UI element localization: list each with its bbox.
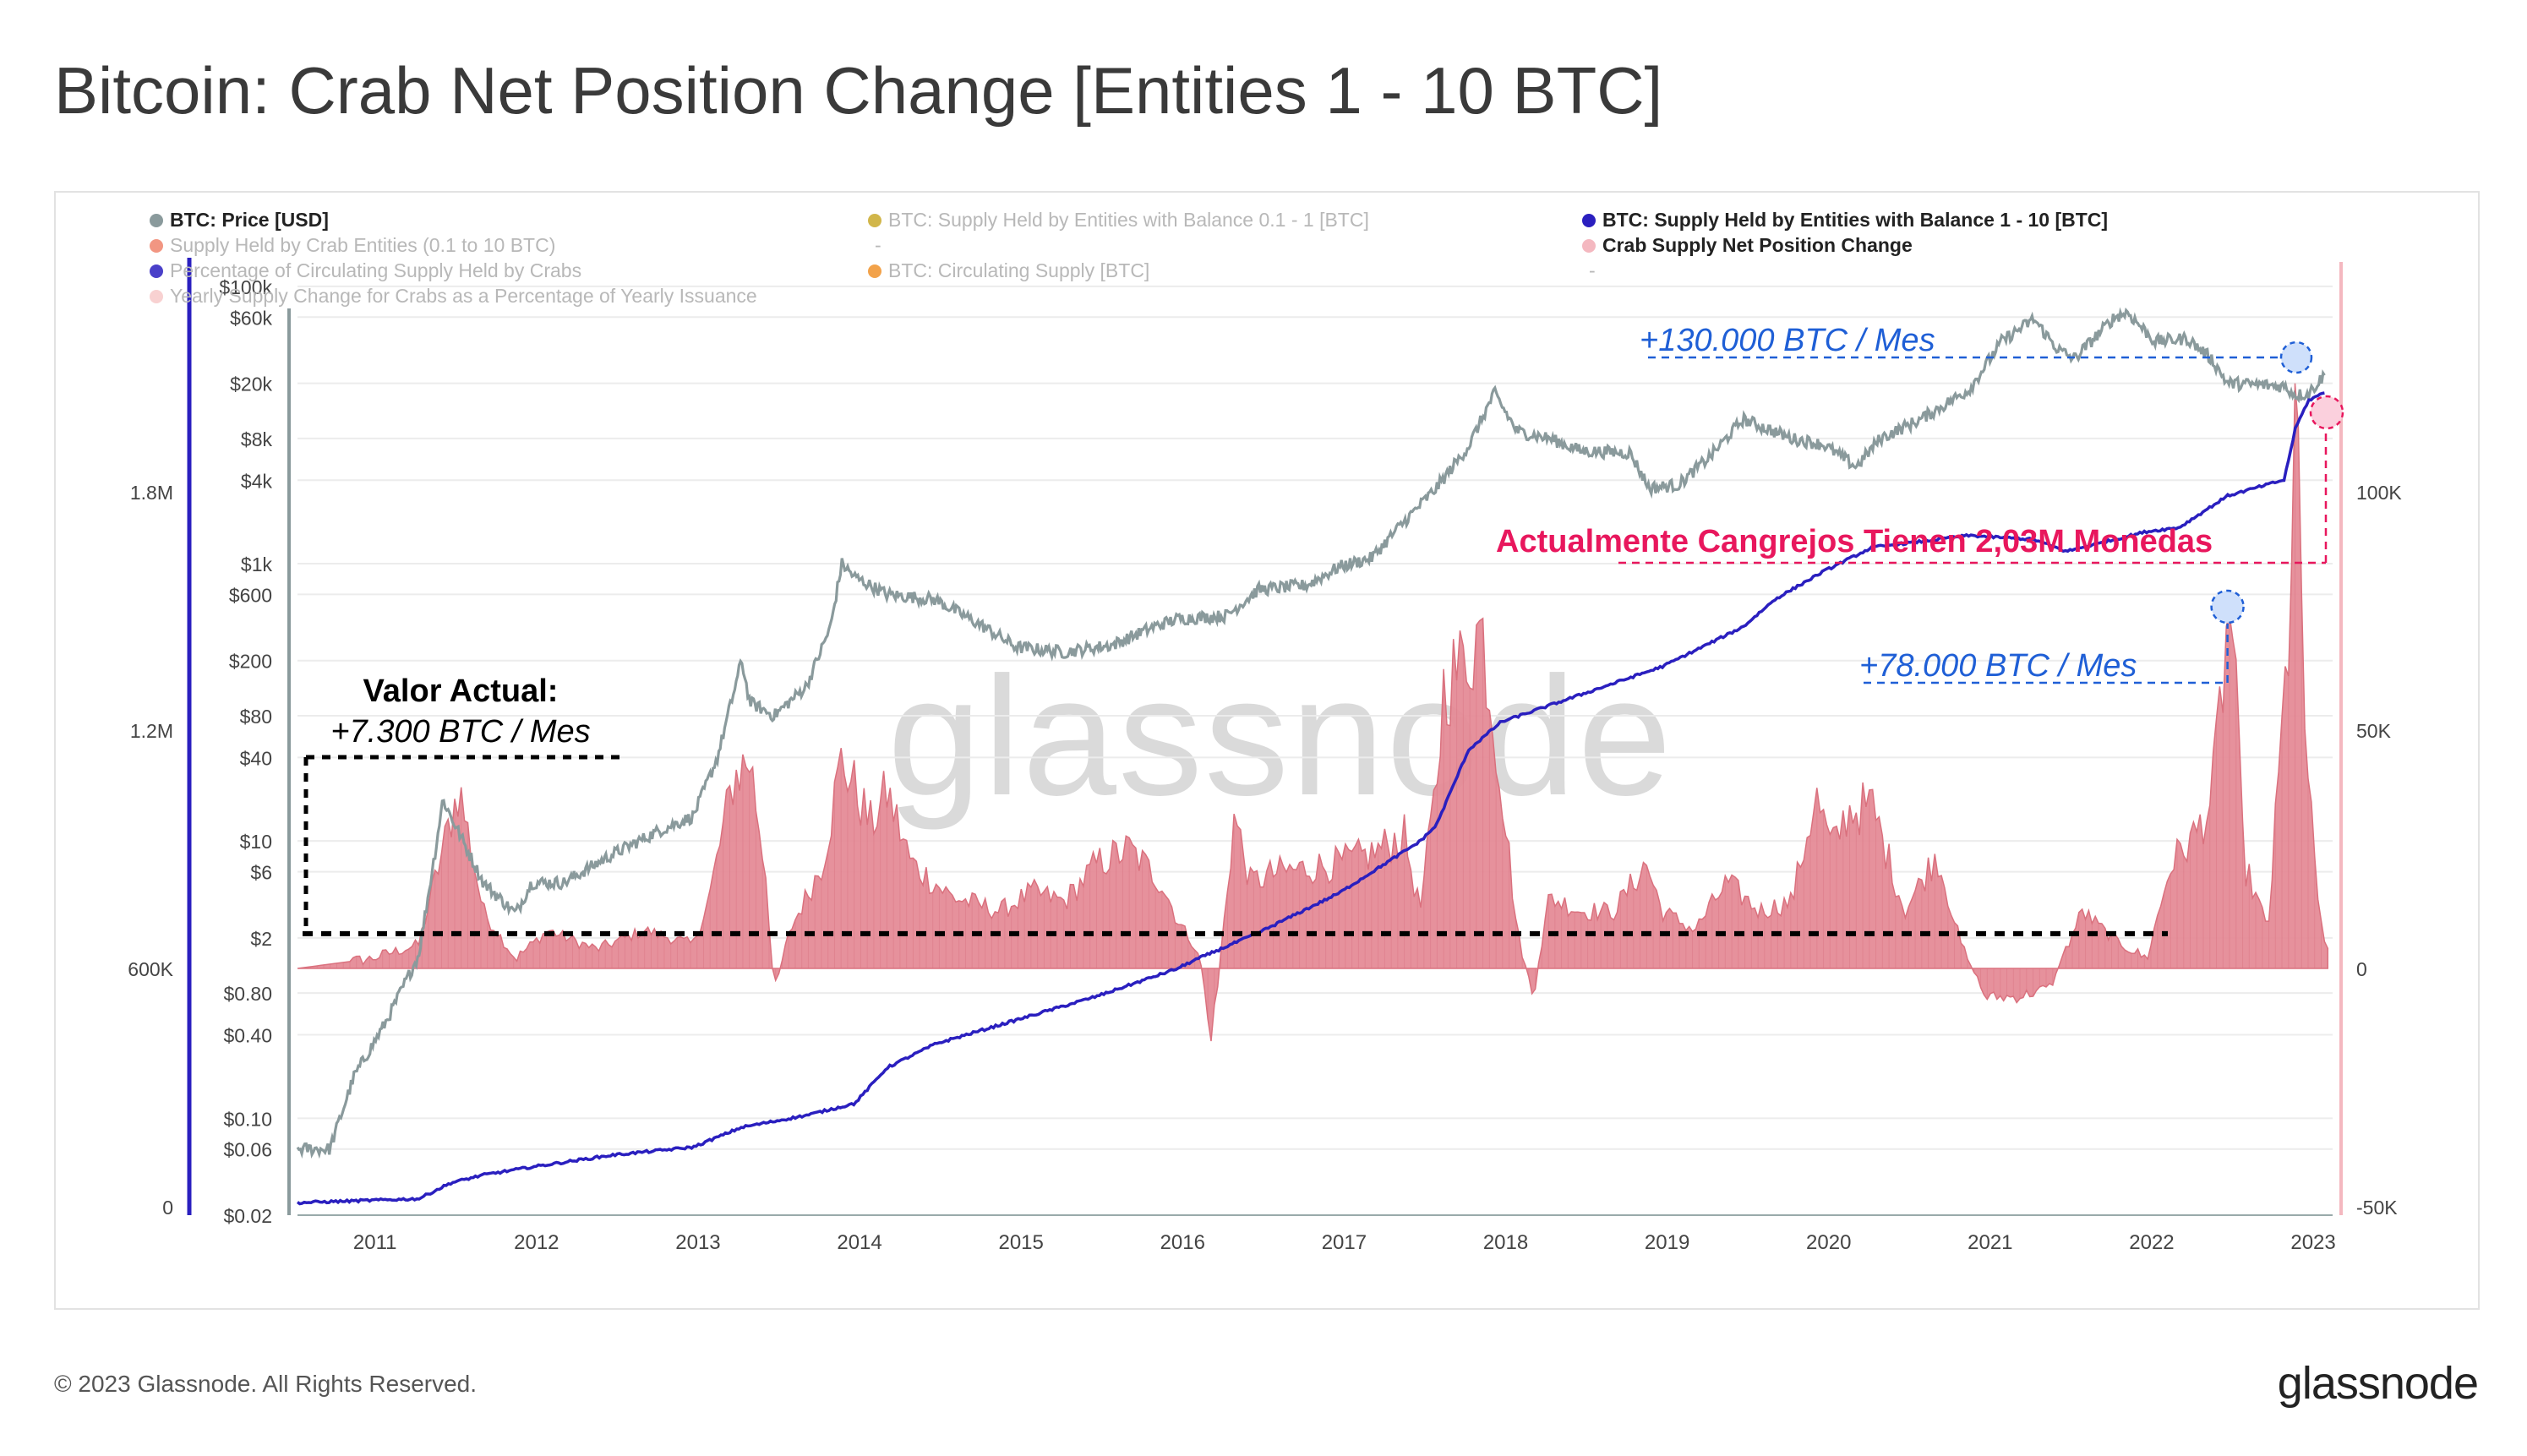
legend-label: - [875,234,881,256]
annotation-130k-text: +130.000 BTC / Mes [1640,323,1935,358]
legend-label: BTC: Supply Held by Entities with Balanc… [1602,209,2108,231]
x-tick-label: 2023 [2290,1231,2335,1254]
x-tick-label: 2013 [675,1231,720,1254]
net-change-bars [303,383,2328,1019]
annotation-130k-marker [2279,341,2313,374]
legend-label: Supply Held by Crab Entities (0.1 to 10 … [170,234,555,256]
x-tick-label: 2012 [514,1231,559,1254]
price-tick-label: $0.40 [223,1025,272,1047]
price-tick-label: $10 [240,831,272,853]
supply-tick-label: 1.2M [130,720,173,742]
annotations: Valor Actual: +7.300 BTC / Mes +130.000 BT… [303,323,2344,936]
net-tick-label: -50K [2356,1197,2398,1219]
legend-entry[interactable]: Supply Held by Crab Entities (0.1 to 10 … [150,234,555,256]
legend-label: BTC: Price [USD] [170,209,329,231]
price-tick-label: $0.06 [223,1139,272,1161]
price-tick-label: $2 [250,928,272,950]
price-tick-label: $80 [240,706,272,728]
chart-frame [54,191,2480,1310]
legend-swatch [150,290,163,303]
legend-entry[interactable]: Crab Supply Net Position Change [1582,234,1913,256]
x-tick-label: 2018 [1483,1231,1528,1254]
legend-label: Yearly Supply Change for Crabs as a Perc… [170,285,757,307]
legend-entry[interactable]: BTC: Supply Held by Entities with Balanc… [1582,209,2108,231]
net-change-area [297,383,2329,1042]
supply-tick-label: 0 [162,1197,173,1219]
annotation-78k-marker [2210,589,2245,624]
price-tick-label: $1k [241,553,273,575]
price-tick-label: $600 [229,584,272,606]
x-tick-label: 2022 [2129,1231,2174,1254]
price-tick-label: $4k [241,470,273,492]
annotation-78k-text: +78.000 BTC / Mes [1859,648,2137,684]
footer-copyright: © 2023 Glassnode. All Rights Reserved. [54,1371,478,1397]
legend-swatch [868,264,881,278]
legend-entry[interactable]: Percentage of Circulating Supply Held by… [150,259,581,281]
price-line [296,307,2326,1159]
legend-label: - [1589,259,1596,281]
x-tick-label: 2014 [837,1231,881,1254]
legend-entry[interactable]: BTC: Circulating Supply [BTC] [868,259,1149,281]
price-tick-label: $6 [250,862,272,884]
footer-logo: glassnode [2277,1358,2479,1409]
x-tick-label: 2021 [1968,1231,2012,1254]
legend-label: BTC: Supply Held by Entities with Balanc… [888,209,1369,231]
legend-swatch [150,264,163,278]
price-tick-label: $20k [230,374,272,395]
series-lines [296,307,2326,1206]
x-tick-label: 2015 [998,1231,1043,1254]
annotation-crab-marker [2309,395,2344,430]
legend-entry[interactable]: - [875,234,881,256]
watermark-text: glassnode [887,642,1673,831]
legend-entry[interactable]: - [1589,259,1596,281]
legend-label: Percentage of Circulating Supply Held by… [170,259,581,281]
legend-entry[interactable]: Yearly Supply Change for Crabs as a Perc… [150,285,757,307]
legend-entry[interactable]: BTC: Supply Held by Entities with Balanc… [868,209,1369,231]
price-tick-label: $100k [219,276,272,298]
x-tick-label: 2019 [1645,1231,1689,1254]
legend[interactable]: BTC: Price [USD] BTC: Supply Held by Enti… [150,209,2108,307]
x-tick-label: 2011 [353,1231,397,1254]
legend-swatch [150,214,163,227]
annotation-crab-text: Actualmente Cangrejos Tienen 2,03M Moned… [1496,524,2213,559]
net-tick-label: 50K [2356,720,2392,742]
legend-label: BTC: Circulating Supply [BTC] [888,259,1149,281]
supply-tick-label: 1.8M [130,482,173,504]
price-tick-label: $0.80 [223,983,272,1005]
legend-swatch [150,239,163,253]
axes: $100k$60k$20k$8k$4k$1k$600$200$80$40$10$… [128,258,2402,1254]
x-tick-label: 2016 [1160,1231,1205,1254]
price-tick-label: $40 [240,747,272,769]
x-tick-label: 2017 [1322,1231,1367,1254]
price-tick-label: $8k [241,428,273,450]
price-tick-label: $0.10 [223,1108,272,1130]
price-tick-label: $0.02 [223,1205,272,1227]
page-title: Bitcoin: Crab Net Position Change [Entit… [54,53,1663,128]
legend-entry[interactable]: BTC: Price [USD] [150,209,329,231]
supply-tick-label: 600K [128,958,173,980]
x-tick-label: 2020 [1806,1231,1851,1254]
legend-label: Crab Supply Net Position Change [1602,234,1913,256]
net-change-area-path [297,383,2329,1042]
reference-label: Valor Actual: [363,673,559,709]
legend-swatch [1582,239,1596,253]
net-tick-label: 100K [2356,482,2402,504]
legend-swatch [868,214,881,227]
price-tick-label: $60k [230,307,272,329]
price-tick-label: $200 [229,651,272,673]
reference-sublabel: +7.300 BTC / Mes [330,714,590,750]
legend-swatch [1582,214,1596,227]
crab-supply-line [296,391,2325,1206]
net-tick-label: 0 [2356,958,2367,980]
